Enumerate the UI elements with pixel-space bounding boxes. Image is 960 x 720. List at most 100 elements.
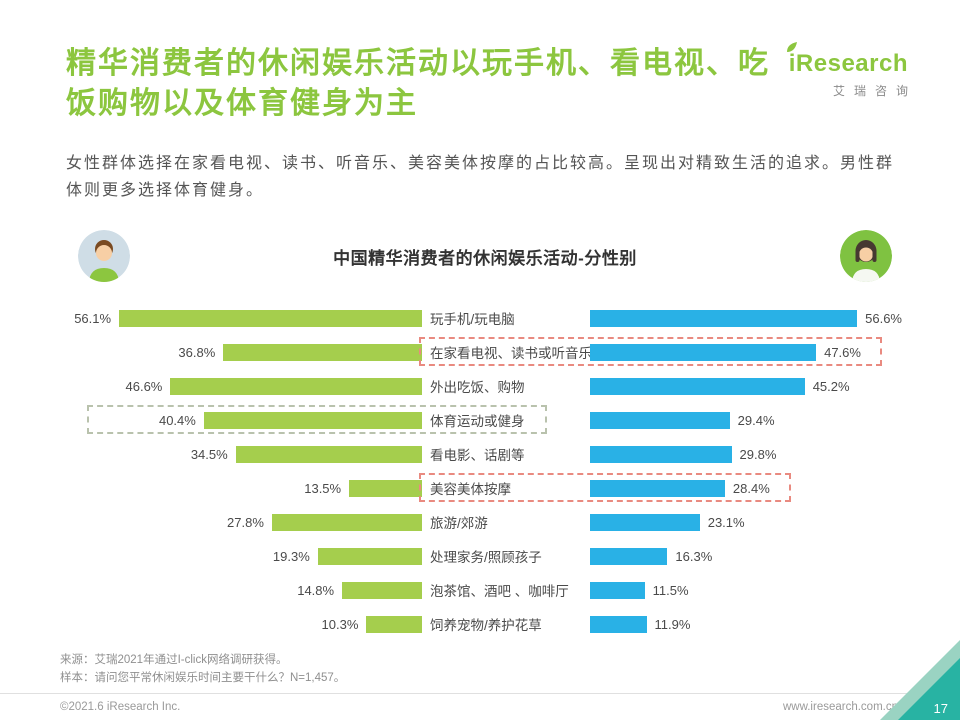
- chart-row: 27.8% 旅游/郊游 23.1%: [57, 505, 902, 539]
- page-title-line1: 精华消费者的休闲娱乐活动以玩手机、看电视、吃: [66, 47, 770, 80]
- chart-row: 36.8% 在家看电视、读书或听音乐 47.6%: [57, 335, 902, 369]
- male-value-label: 10.3%: [321, 616, 359, 632]
- male-cell: 14.8%: [57, 581, 422, 599]
- male-cell: 13.5%: [57, 479, 422, 497]
- male-bar: [317, 547, 422, 565]
- female-cell: 23.1%: [590, 513, 902, 531]
- female-bar: [590, 581, 645, 599]
- chart-title: 中国精华消费者的休闲娱乐活动-分性别: [333, 248, 637, 268]
- page-title-line2: 饭购物以及体育健身为主: [66, 87, 418, 120]
- female-bar: [590, 377, 805, 395]
- male-bar: [349, 479, 422, 497]
- chart-row: 19.3% 处理家务/照顾孩子 16.3%: [57, 539, 902, 573]
- female-bar: [590, 479, 725, 497]
- male-cell: 27.8%: [57, 513, 422, 531]
- chart-row: 10.3% 饲养宠物/养护花草 11.9%: [57, 607, 902, 641]
- male-value-label: 34.5%: [190, 446, 228, 462]
- category-label: 泡茶馆、酒吧 、咖啡厅: [430, 584, 569, 599]
- chart-row: 40.4% 体育运动或健身 29.4%: [57, 403, 902, 437]
- chart-row: 34.5% 看电影、话剧等 29.8%: [57, 437, 902, 471]
- sample-note: 样本：请问您平常休闲娱乐时间主要干什么？N=1,457。: [60, 672, 346, 684]
- female-bar: [590, 411, 730, 429]
- male-cell: 56.1%: [57, 309, 422, 327]
- female-cell: 45.2%: [590, 377, 902, 395]
- leaf-icon: [786, 42, 797, 52]
- male-bar: [342, 581, 422, 599]
- male-value-label: 40.4%: [158, 412, 196, 428]
- female-value-label: 47.6%: [824, 344, 861, 360]
- male-cell: 34.5%: [57, 445, 422, 463]
- male-value-label: 14.8%: [297, 582, 335, 598]
- female-value-label: 29.8%: [739, 446, 777, 462]
- website-link[interactable]: www.iresearch.com.cn: [782, 701, 898, 713]
- category-label: 旅游/郊游: [430, 516, 488, 531]
- category-label: 处理家务/照顾孩子: [430, 550, 542, 565]
- male-cell: 36.8%: [57, 343, 422, 361]
- category-label: 在家看电视、读书或听音乐: [430, 346, 590, 361]
- corner-triangle-teal: [898, 658, 960, 720]
- bar-chart: 56.1% 玩手机/玩电脑 56.6% 36.8% 在家看电视、读书或听音乐 47.6% 4…: [57, 301, 902, 641]
- male-bar: [170, 377, 422, 395]
- source-note: 来源：艾瑞2021年通过I-click网络调研获得。: [60, 654, 288, 666]
- male-value-label: 36.8%: [178, 344, 216, 360]
- male-cell: 46.6%: [57, 377, 422, 395]
- category-label: 外出吃饭、购物: [430, 380, 525, 395]
- chart-row: 14.8% 泡茶馆、酒吧 、咖啡厅 11.5%: [57, 573, 902, 607]
- female-bar: [590, 343, 817, 361]
- male-value-label: 46.6%: [125, 378, 163, 394]
- female-bar: [590, 513, 700, 531]
- page-number: 17: [933, 701, 948, 716]
- female-bar: [590, 615, 647, 633]
- chart-row: 56.1% 玩手机/玩电脑 56.6%: [57, 301, 902, 335]
- category-label: 玩手机/玩电脑: [430, 312, 515, 327]
- female-bar: [590, 445, 732, 463]
- page-title: 精华消费者的休闲娱乐活动以玩手机、看电视、吃 饭购物以及体育健身为主: [66, 44, 770, 124]
- footnotes: 来源：艾瑞2021年通过I-click网络调研获得。 样本：请问您平常休闲娱乐时…: [60, 651, 345, 687]
- chart-header: 中国精华消费者的休闲娱乐活动-分性别: [78, 230, 892, 282]
- male-cell: 10.3%: [57, 615, 422, 633]
- female-cell: 28.4%: [590, 479, 902, 497]
- iresearch-logo: iResearch 艾瑞咨询: [786, 42, 908, 99]
- male-value-label: 13.5%: [304, 480, 342, 496]
- female-value-label: 56.6%: [865, 310, 902, 326]
- bottom-bar: ©2021.6 iResearch Inc. www.iresearch.com…: [0, 693, 960, 720]
- female-cell: 16.3%: [590, 547, 902, 565]
- male-bar: [366, 615, 422, 633]
- male-bar: [271, 513, 422, 531]
- male-value-label: 27.8%: [227, 514, 264, 530]
- female-value-label: 45.2%: [812, 378, 850, 394]
- chart-row: 13.5% 美容美体按摩 28.4%: [57, 471, 902, 505]
- copyright-text: ©2021.6 iResearch Inc.: [60, 701, 181, 713]
- female-bar: [590, 547, 668, 565]
- male-bar: [235, 445, 422, 463]
- female-cell: 47.6%: [590, 343, 902, 361]
- female-value-label: 11.9%: [654, 616, 691, 632]
- female-cell: 29.4%: [590, 411, 902, 429]
- category-label: 饲养宠物/养护花草: [430, 618, 542, 633]
- female-value-label: 28.4%: [732, 480, 770, 496]
- female-bar: [590, 309, 858, 327]
- female-cell: 56.6%: [590, 309, 902, 327]
- male-bar: [119, 309, 422, 327]
- iresearch-wordmark: iResearch: [786, 42, 908, 78]
- male-cell: 19.3%: [57, 547, 422, 565]
- male-bar: [223, 343, 422, 361]
- male-cell: 40.4%: [57, 411, 422, 429]
- male-avatar: [78, 230, 130, 282]
- female-value-label: 11.5%: [652, 582, 689, 598]
- female-value-label: 23.1%: [707, 514, 745, 530]
- summary-text: 女性群体选择在家看电视、读书、听音乐、美容美体按摩的占比较高。呈现出对精致生活的…: [66, 155, 895, 199]
- male-avatar-icon: [78, 230, 130, 282]
- female-value-label: 16.3%: [675, 548, 713, 564]
- male-value-label: 19.3%: [272, 548, 310, 564]
- male-bar: [203, 411, 422, 429]
- female-avatar-icon: [840, 230, 892, 282]
- logo-chinese-name: 艾瑞咨询: [832, 84, 917, 98]
- female-value-label: 29.4%: [737, 412, 775, 428]
- category-label: 看电影、话剧等: [430, 448, 525, 463]
- chart-row: 46.6% 外出吃饭、购物 45.2%: [57, 369, 902, 403]
- female-avatar: [840, 230, 892, 282]
- category-label: 美容美体按摩: [430, 482, 511, 497]
- female-cell: 11.9%: [590, 615, 902, 633]
- male-value-label: 56.1%: [74, 310, 112, 326]
